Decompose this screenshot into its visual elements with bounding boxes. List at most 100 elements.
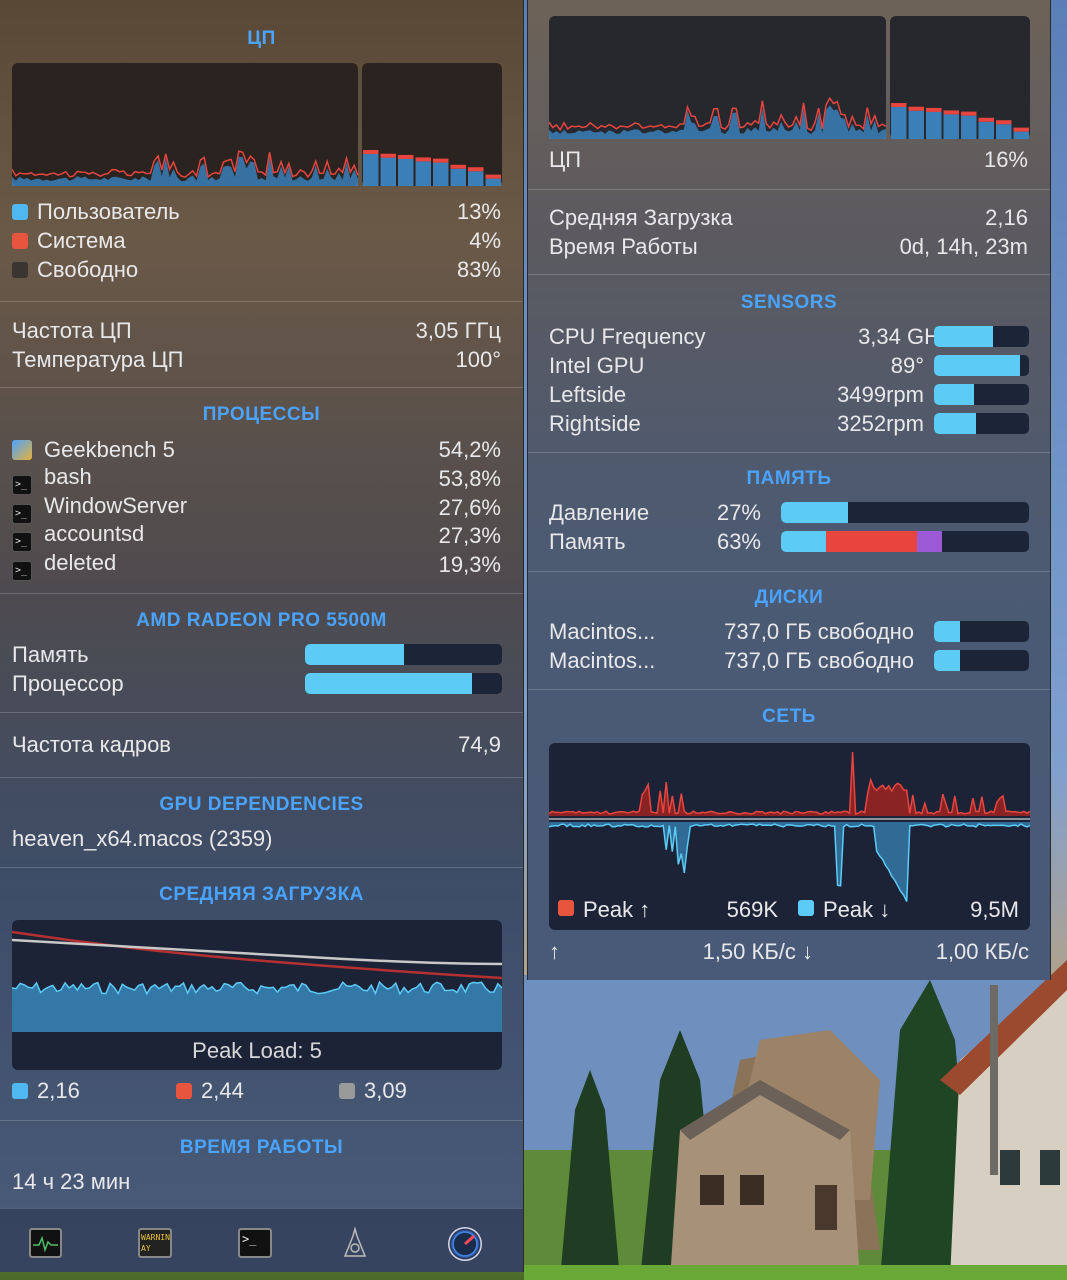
cpu-history-series [549, 96, 887, 139]
terminal-icon: >_ [12, 531, 32, 552]
activity-monitor-icon[interactable] [29, 1228, 62, 1258]
process-name: accountsd [44, 520, 145, 546]
gpu-dependency-item: heaven_x64.macos (2359) [12, 825, 501, 853]
cpu-core-bar [433, 162, 449, 186]
terminal-icon[interactable]: >_ [238, 1228, 272, 1258]
peak-up-value: 569K [726, 897, 778, 922]
processes-section-title: ПРОЦЕССЫ [202, 404, 321, 425]
cpu-core-bar-system [926, 107, 942, 112]
divider [528, 571, 1050, 572]
load-average-row: Средняя Загрузка 2,16 [549, 204, 1028, 232]
disk-row[interactable]: Macintos... [549, 618, 1050, 646]
cpu-core-bar [1013, 131, 1029, 139]
process-cpu: 27,6% [438, 495, 501, 520]
gpu-processor-row: Процессор [12, 670, 501, 698]
istat-menu-panel-right: ЦП 16% Средняя Загрузка 2,16 Время Работ… [527, 0, 1051, 980]
cpu-core-bar-system [468, 167, 484, 172]
cpu-core-bar [891, 107, 907, 139]
cpu-core-bar [398, 158, 414, 186]
free-label: Свободно [37, 257, 139, 282]
load-average-graph [12, 920, 502, 1070]
console-icon-text: AY 7:36 [141, 1244, 160, 1256]
load-1-line [12, 980, 502, 996]
disk-free: 737,0 ГБ свободно [724, 619, 914, 644]
cpu-system-line [12, 150, 359, 179]
gpu-processor-label: Процессор [12, 671, 124, 696]
console-icon[interactable]: WARNIN AY 7:36 [138, 1228, 172, 1258]
system-info-icon[interactable] [340, 1226, 370, 1260]
disk-bar-fill [934, 650, 960, 671]
divider [0, 301, 523, 302]
peak-down-swatch [798, 900, 814, 916]
sensor-bar [934, 384, 1029, 405]
sensors-title: SENSORS [740, 292, 838, 313]
cpu-core-bar-system [1013, 127, 1029, 132]
load-1-swatch [12, 1083, 28, 1099]
memory-usage-label: Память [549, 529, 626, 554]
peak-up-swatch [558, 900, 574, 916]
memory-segment-app [781, 531, 826, 552]
cpu-legend-user: Пользователь 13% [12, 198, 501, 226]
cpu-temperature-label: Температура ЦП [12, 347, 184, 372]
cpu-frequency-label: Частота ЦП [12, 318, 132, 343]
divider [528, 452, 1050, 453]
load-15-value: 3,09 [364, 1078, 407, 1103]
process-row[interactable]: >_ accountsd 27,3% [12, 520, 501, 552]
process-row[interactable]: >_ deleted 19,3% [12, 550, 501, 581]
sensor-row: CPU Frequency [549, 323, 1050, 351]
gpu-memory-row: Память [12, 641, 501, 669]
user-value: 13% [456, 199, 501, 224]
cpu-core-bar-system [433, 158, 449, 163]
cpu-core-bar-system [978, 117, 994, 122]
terminal-icon: >_ [12, 503, 32, 524]
disk-row[interactable]: Macintos... [549, 647, 1050, 675]
cpu-history-series [12, 150, 359, 186]
network-upload-area [549, 752, 1030, 816]
disk-bar [934, 650, 1029, 671]
cpu-user-area [12, 156, 358, 186]
uptime-row: 14 ч 23 мин [12, 1168, 501, 1196]
load-5-line [12, 930, 502, 980]
user-swatch [12, 204, 28, 220]
cpu-frequency-row: Частота ЦП 3,05 ГГц [12, 317, 501, 345]
gpu-section-title: AMD RADEON PRO 5500M [136, 610, 387, 631]
uptime-label: Время Работы [549, 234, 698, 259]
free-swatch [12, 262, 28, 278]
sensor-bar-fill [934, 326, 993, 347]
process-row[interactable]: >_ bash 53,8% [12, 464, 501, 495]
process-row[interactable]: Geekbench 5 54,2% [12, 436, 501, 464]
process-row[interactable]: >_ WindowServer 27,6% [12, 492, 501, 524]
terminal-icon: >_ [12, 560, 32, 581]
load-1-value: 2,16 [37, 1078, 80, 1103]
gpu-memory-label: Память [12, 642, 89, 667]
process-cpu: 19,3% [438, 552, 501, 577]
sensor-row: Rightside [549, 410, 1050, 438]
sensor-bar [934, 355, 1029, 376]
memory-pressure-value: 27% [716, 500, 761, 525]
cpu-frequency-value: 3,05 ГГц [415, 318, 501, 343]
peak-down-label: Peak ↓ [823, 897, 891, 922]
cpu-core-bar-system [363, 150, 379, 155]
divider [528, 689, 1050, 690]
process-cpu: 54,2% [438, 437, 501, 462]
cpu-core-bar [450, 168, 466, 186]
uptime-value: 0d, 14h, 23m [899, 234, 1028, 259]
divider [528, 274, 1050, 275]
sensor-label: Rightside [549, 411, 641, 436]
cpu-value: 16% [983, 147, 1028, 172]
memory-pressure-row: Давление [549, 499, 1050, 527]
disk-free: 737,0 ГБ свободно [724, 648, 914, 673]
disk-name: Macintos... [549, 648, 656, 673]
process-name: WindowServer [44, 492, 188, 518]
divider [0, 867, 523, 868]
peak-load-label: Peak Load: 5 [192, 1038, 322, 1063]
cpu-core-bar-system [398, 154, 414, 159]
network-title: СЕТЬ [762, 706, 816, 727]
istat-icon[interactable] [448, 1227, 482, 1261]
cpu-core-bar-system [908, 106, 924, 111]
load-legend-5: 2,44 [176, 1078, 244, 1104]
fps-value: 74,9 [458, 732, 501, 757]
cpu-core-bars [363, 150, 501, 186]
divider [0, 1120, 523, 1121]
load-15-line [12, 938, 502, 966]
